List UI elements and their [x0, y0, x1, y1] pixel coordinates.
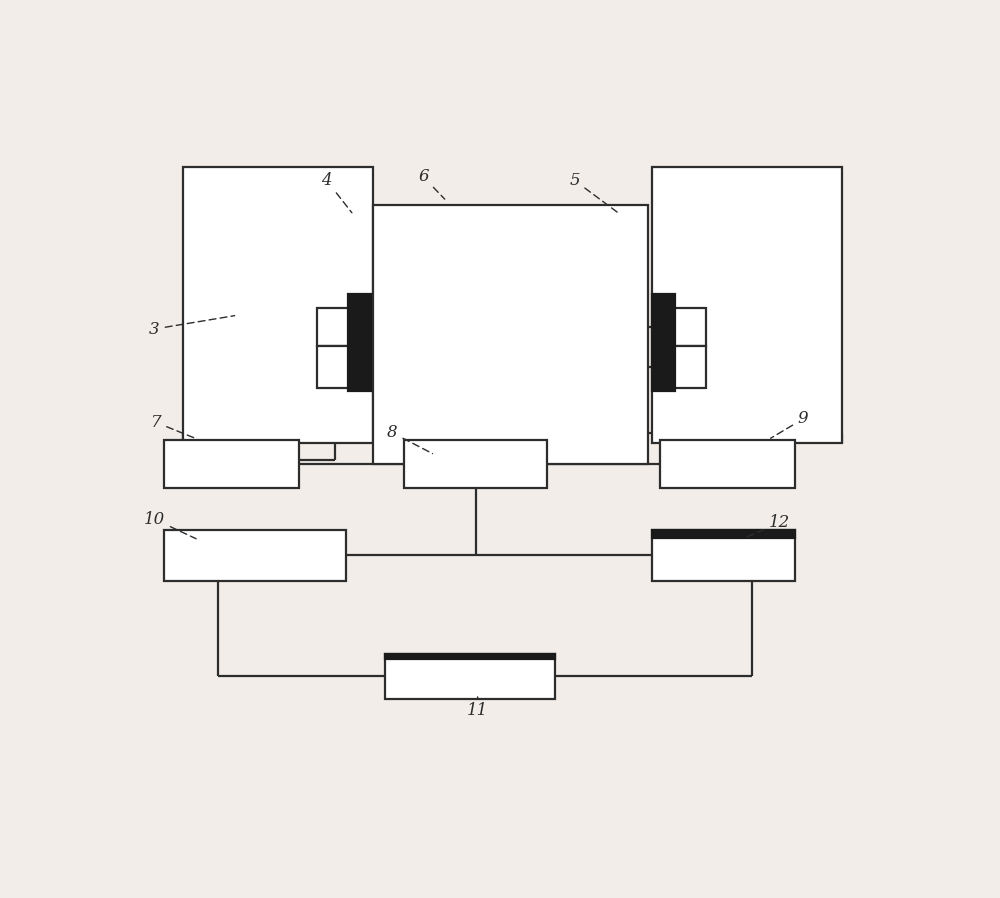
Bar [404, 440, 547, 489]
Bar [385, 654, 555, 699]
Bar [652, 295, 675, 392]
Bar [652, 166, 842, 443]
Bar [652, 530, 795, 581]
Bar [660, 440, 795, 489]
Bar [385, 654, 555, 659]
Text: 10: 10 [144, 511, 196, 539]
Bar [652, 530, 795, 538]
Text: 12: 12 [748, 515, 790, 537]
Bar [317, 347, 360, 388]
Bar [373, 205, 648, 464]
Text: 8: 8 [387, 424, 433, 453]
Bar [183, 166, 373, 443]
Bar [348, 295, 371, 392]
Bar [664, 308, 706, 347]
Text: 9: 9 [771, 410, 808, 438]
Text: 6: 6 [418, 169, 445, 199]
Text: 5: 5 [569, 172, 619, 214]
Text: 7: 7 [151, 414, 196, 438]
Bar [164, 530, 346, 581]
Text: 11: 11 [467, 697, 488, 719]
Text: 3: 3 [149, 316, 235, 338]
Bar [664, 347, 706, 388]
Bar [317, 308, 360, 347]
Bar [164, 440, 299, 489]
Text: 4: 4 [321, 172, 352, 213]
